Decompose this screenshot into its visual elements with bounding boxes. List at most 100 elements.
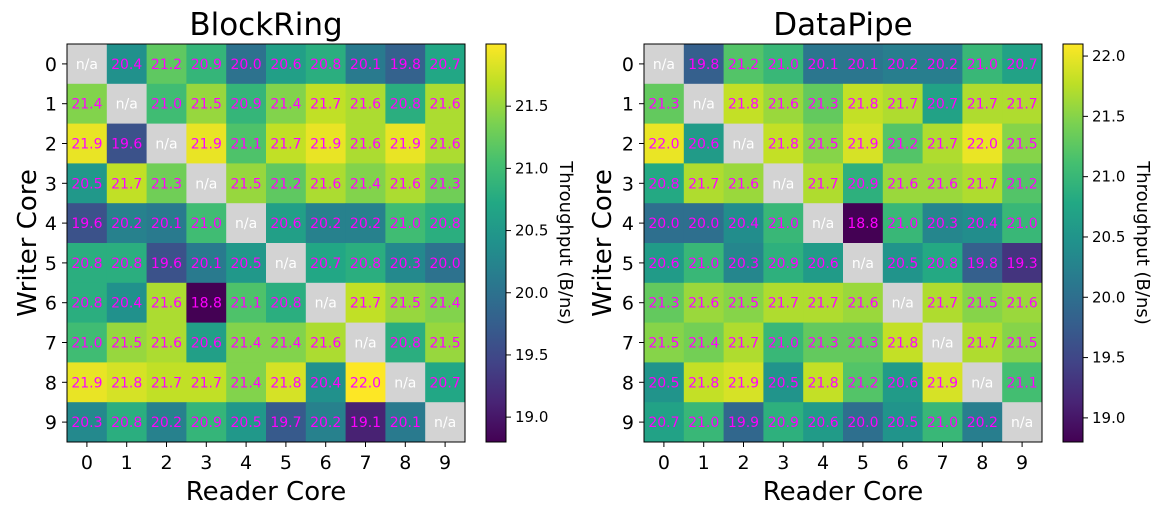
x-tick-label: 3	[777, 452, 789, 474]
heatmap-cells: n/a 19.8 21.2 21.0 20.1 20.1 20.2 20.2 21.0 20.7 2…	[644, 44, 1043, 443]
cell-value-label: 20.7	[927, 97, 958, 113]
cell-value-label: 20.2	[967, 415, 998, 431]
heatmap-cell	[305, 83, 347, 125]
cell-value-label: 21.7	[191, 375, 222, 391]
heatmap-cell	[763, 203, 804, 244]
y-axis-label: Writer Core	[588, 169, 618, 317]
heatmap-cell	[922, 83, 963, 125]
cell-value-label: 20.4	[967, 216, 998, 232]
heatmap-cell	[1002, 322, 1043, 363]
cell-value-label: 21.7	[688, 176, 719, 192]
cell-value-label: 21.2	[1007, 176, 1038, 192]
cell-value-label: 20.2	[887, 57, 918, 73]
colorbar-tick-label: 20.5	[515, 222, 548, 240]
heatmap-cell	[226, 322, 267, 363]
cell-value-label: 21.5	[430, 336, 461, 352]
cell-value-label: 21.9	[847, 137, 878, 153]
heatmap-cell	[962, 362, 1003, 403]
heatmap-cell	[385, 83, 426, 125]
heatmap-cell	[266, 123, 307, 164]
x-tick-label: 0	[658, 452, 670, 474]
heatmap-cell	[146, 282, 187, 324]
heatmap-cell	[1002, 362, 1043, 403]
cell-value-label: 20.5	[231, 256, 262, 272]
cell-value-label: 21.6	[430, 97, 461, 113]
cell-value-label: 20.7	[430, 57, 461, 73]
cell-value-label: 20.9	[191, 415, 222, 431]
heatmap-cell	[1002, 44, 1043, 85]
y-tick-label: 6	[622, 293, 634, 315]
heatmap-cell	[385, 123, 426, 164]
cell-value-label: 19.8	[967, 256, 998, 272]
heatmap-cell	[683, 402, 725, 443]
cell-value-label: 21.3	[648, 296, 679, 312]
colorbar-tick-label: 21.5	[1092, 107, 1125, 125]
cell-value-label: 21.6	[350, 137, 381, 153]
cell-value-label: 20.9	[768, 256, 799, 272]
heatmap-cell	[186, 83, 227, 125]
heatmap-cell	[385, 402, 426, 443]
y-tick-label: 1	[45, 94, 57, 116]
cell-value-label: 21.7	[887, 97, 918, 113]
heatmap-cell	[882, 123, 924, 164]
heatmap-cell	[843, 282, 884, 324]
cell-value-label: 20.8	[648, 176, 679, 192]
cell-value-label: n/a	[155, 137, 177, 153]
cell-value-label: 21.7	[967, 336, 998, 352]
heatmap-cell	[803, 44, 844, 85]
heatmap-cell	[763, 402, 804, 443]
heatmap-cell	[723, 83, 764, 125]
cell-value-label: 20.9	[231, 97, 262, 113]
cell-value-label: 20.3	[71, 415, 102, 431]
heatmap-cell	[67, 83, 108, 125]
cell-value-label: 21.6	[310, 336, 341, 352]
cell-value-label: n/a	[653, 57, 675, 73]
cell-value-label: 20.1	[390, 415, 421, 431]
cell-value-label: 21.7	[270, 137, 301, 153]
cell-value-label: 20.6	[808, 256, 839, 272]
colorbar-tick-label: 20.0	[1092, 288, 1125, 306]
cell-value-label: n/a	[971, 375, 993, 391]
cell-value-label: 20.3	[728, 256, 759, 272]
heatmap-cell	[723, 123, 764, 164]
cell-value-label: 21.5	[390, 296, 421, 312]
heatmap-cell	[186, 243, 227, 284]
heatmap-cell	[962, 123, 1003, 164]
heatmap-cell	[226, 83, 267, 125]
cell-value-label: 21.4	[270, 336, 301, 352]
cell-value-label: 21.0	[967, 57, 998, 73]
heatmap-cell	[425, 243, 466, 284]
cell-value-label: 21.0	[768, 57, 799, 73]
heatmap-cell	[345, 44, 386, 85]
colorbar-ticks: 19.0 19.5 20.0 20.5 21.0 21.5 22.0	[1083, 47, 1125, 427]
cell-value-label: 21.0	[887, 216, 918, 232]
heatmap-cell	[763, 322, 804, 363]
heatmap-cell	[922, 203, 963, 244]
cell-value-label: 21.6	[390, 176, 421, 192]
cell-value-label: 20.5	[887, 415, 918, 431]
heatmap-cell	[226, 362, 267, 403]
x-tick-label: 4	[817, 452, 829, 474]
cell-value-label: 18.8	[847, 216, 878, 232]
cell-value-label: 20.6	[648, 256, 679, 272]
heatmap-cell	[962, 203, 1003, 244]
heatmap-cell	[843, 402, 884, 443]
cell-value-label: 21.7	[808, 296, 839, 312]
y-tick-label: 2	[622, 134, 634, 156]
cell-value-label: 20.1	[350, 57, 381, 73]
heatmap-cell	[843, 203, 884, 244]
y-axis-ticks: 0 1 2 3 4 5 6 7 8 9	[45, 54, 67, 434]
heatmap-cell	[683, 362, 725, 403]
cell-value-label: 19.6	[111, 137, 142, 153]
cell-value-label: 20.2	[111, 216, 142, 232]
cell-value-label: 21.3	[151, 176, 182, 192]
cell-value-label: 21.0	[390, 216, 421, 232]
heatmap-cell	[425, 322, 466, 363]
heatmap-cell	[146, 123, 187, 164]
cell-value-label: 21.1	[231, 296, 262, 312]
heatmap-cell	[385, 282, 426, 324]
y-tick-label: 5	[45, 253, 57, 275]
heatmap-cell	[803, 83, 844, 125]
heatmap-cell	[763, 44, 804, 85]
cell-value-label: 19.9	[728, 415, 759, 431]
